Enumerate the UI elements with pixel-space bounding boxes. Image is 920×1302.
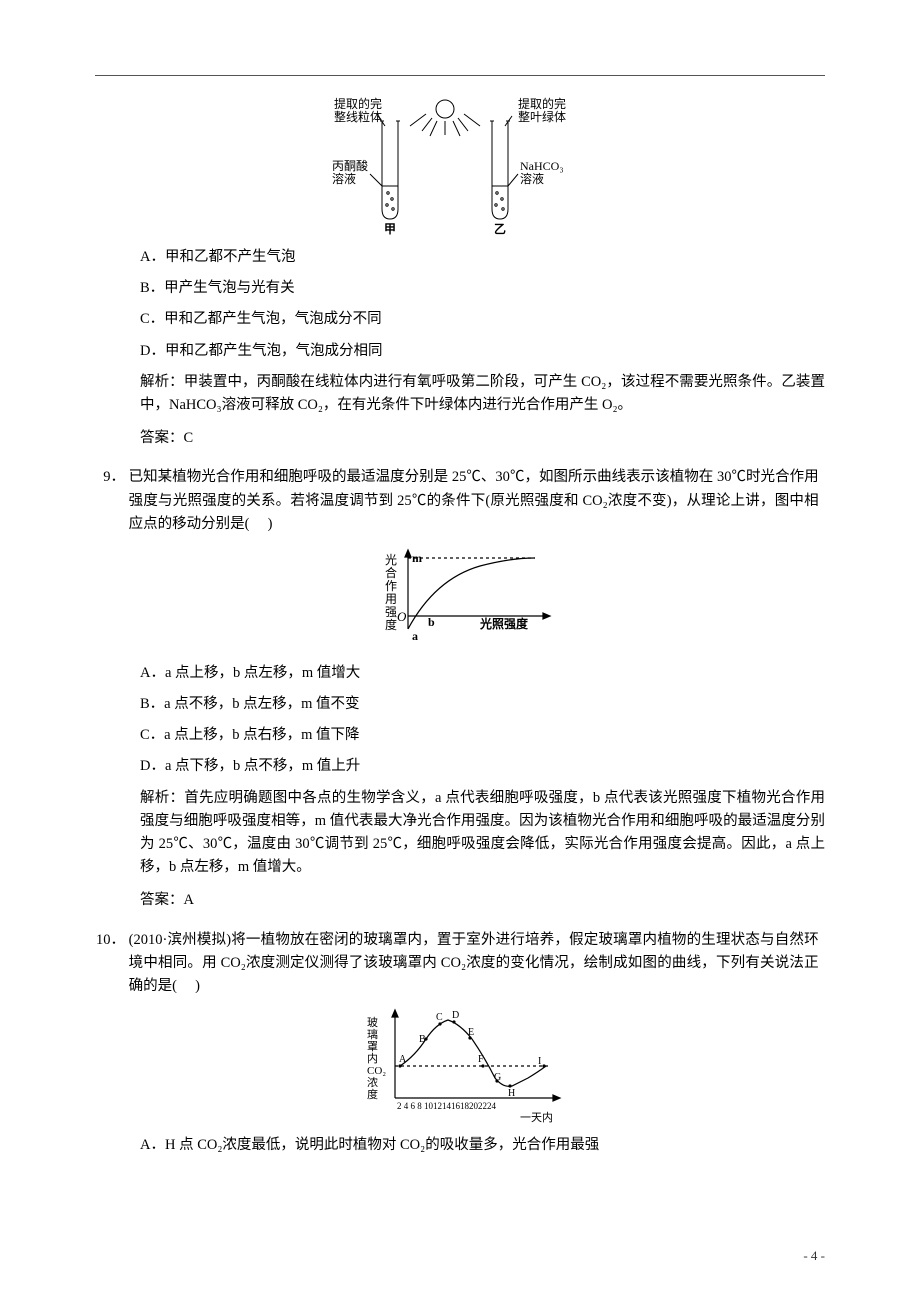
- pt-F: F: [478, 1054, 484, 1065]
- q9-num: 9．: [95, 466, 125, 489]
- pt-C: C: [436, 1012, 443, 1023]
- q8-option-b: B．甲产生气泡与光有关: [140, 277, 825, 300]
- right-mid-label: NaHCO₃溶液: [520, 159, 564, 186]
- right-top-label: 提取的完整叶绿体: [518, 96, 566, 124]
- curve1-svg: 光合作用强度 O a b m 光照强度: [340, 544, 580, 654]
- diagram-curve1: 光合作用强度 O a b m 光照强度: [95, 544, 825, 654]
- curve1-xlabel: 光照强度: [479, 616, 529, 631]
- top-rule: [95, 75, 825, 76]
- q10-num: 10．: [95, 929, 125, 952]
- q9-options: A．a 点上移，b 点左移，m 值增大 B．a 点不移，b 点左移，m 值不变 …: [95, 662, 825, 779]
- diagram-tubes: 提取的完整线粒体 丙酮酸溶液 甲 提取的完整叶绿体 NaHCO₃溶液 乙: [95, 91, 825, 236]
- curve2-svg: 玻璃罩内CO₂浓度 A B C D E F G H I: [320, 1006, 600, 1126]
- q10-options: A．H 点 CO₂浓度最低，说明此时植物对 CO₂的吸收量多，光合作用最强: [95, 1134, 825, 1157]
- curve1-a: a: [412, 629, 418, 643]
- q9-analysis: 解析：首先应明确题图中各点的生物学含义，a 点代表细胞呼吸强度，b 点代表该光照…: [95, 787, 825, 880]
- left-bottom-caption: 甲: [384, 222, 396, 236]
- curve1-m: m: [412, 551, 422, 565]
- diagram-curve2: 玻璃罩内CO₂浓度 A B C D E F G H I: [95, 1006, 825, 1126]
- q10: 10． (2010·滨州模拟)将一植物放在密闭的玻璃罩内，置于室外进行培养，假定…: [95, 929, 825, 999]
- pt-D: D: [452, 1010, 459, 1021]
- pt-E: E: [468, 1027, 474, 1038]
- left-top-label: 提取的完整线粒体: [334, 96, 382, 124]
- q8-option-d: D．甲和乙都产生气泡，气泡成分相同: [140, 340, 825, 363]
- right-bottom-caption: 乙: [494, 222, 506, 236]
- pt-H: H: [508, 1088, 515, 1099]
- q9-text: 已知某植物光合作用和细胞呼吸的最适温度分别是 25℃、30℃，如图所示曲线表示该…: [129, 466, 819, 536]
- curve1-ylabel: 光合作用强度: [385, 553, 397, 632]
- page-number: - 4 -: [803, 1246, 825, 1267]
- q9-option-d: D．a 点下移，b 点不移，m 值上升: [140, 755, 825, 778]
- pt-I: I: [538, 1056, 541, 1067]
- test-tubes-svg: 提取的完整线粒体 丙酮酸溶液 甲 提取的完整叶绿体 NaHCO₃溶液 乙: [300, 91, 620, 236]
- q8-answer: 答案：C: [95, 427, 825, 450]
- q8-option-a: A．甲和乙都不产生气泡: [140, 246, 825, 269]
- q8-options: A．甲和乙都不产生气泡 B．甲产生气泡与光有关 C．甲和乙都产生气泡，气泡成分不…: [95, 246, 825, 363]
- q9: 9． 已知某植物光合作用和细胞呼吸的最适温度分别是 25℃、30℃，如图所示曲线…: [95, 466, 825, 536]
- pt-A: A: [399, 1054, 407, 1065]
- xticks: 2 4 6 8 1012141618202224: [397, 1101, 497, 1111]
- q9-option-a: A．a 点上移，b 点左移，m 值增大: [140, 662, 825, 685]
- curve1-o: O: [397, 609, 407, 624]
- x-unit: 一天内: [520, 1110, 553, 1124]
- q10-option-a: A．H 点 CO₂浓度最低，说明此时植物对 CO₂的吸收量多，光合作用最强: [140, 1134, 825, 1157]
- curve2-ylabel: 玻璃罩内CO₂浓度: [367, 1016, 386, 1101]
- q9-option-c: C．a 点上移，b 点右移，m 值下降: [140, 724, 825, 747]
- curve1-b: b: [428, 615, 435, 629]
- q9-option-b: B．a 点不移，b 点左移，m 值不变: [140, 693, 825, 716]
- q9-answer: 答案：A: [95, 889, 825, 912]
- q10-text: (2010·滨州模拟)将一植物放在密闭的玻璃罩内，置于室外进行培养，假定玻璃罩内…: [129, 929, 819, 999]
- q8-option-c: C．甲和乙都产生气泡，气泡成分不同: [140, 308, 825, 331]
- left-mid-label: 丙酮酸溶液: [332, 158, 368, 186]
- q8-analysis: 解析：甲装置中，丙酮酸在线粒体内进行有氧呼吸第二阶段，可产生 CO₂，该过程不需…: [95, 371, 825, 417]
